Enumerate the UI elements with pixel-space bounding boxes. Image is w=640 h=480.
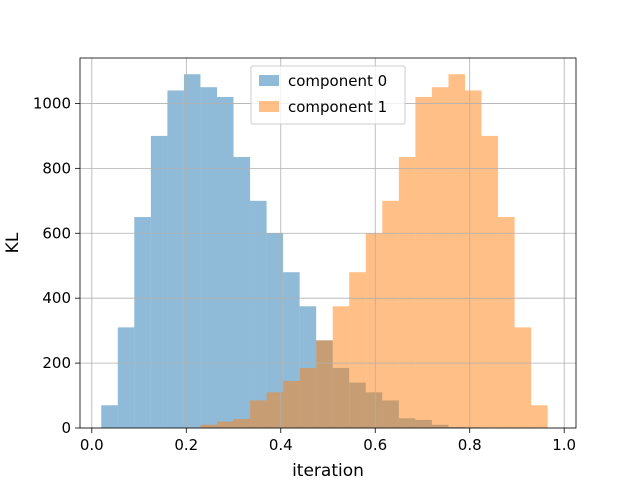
histogram-bar-s1-b9 xyxy=(349,272,366,428)
histogram-bar-s1-b5 xyxy=(283,380,300,428)
legend-box xyxy=(250,65,406,125)
axes-frame xyxy=(79,57,577,429)
x-axis-label: iteration xyxy=(292,461,364,480)
x-tick-label: 0.4 xyxy=(269,436,293,454)
histogram-bar-s1-b8 xyxy=(332,306,350,428)
histogram-bar-s1-b3 xyxy=(250,400,267,428)
histogram-bar-s0-b3 xyxy=(150,135,168,428)
legend-swatch-1 xyxy=(259,101,279,112)
y-tick-label: 1000 xyxy=(33,94,71,112)
histogram-bar-s1-b15 xyxy=(448,74,465,428)
x-tick-label: 0.6 xyxy=(363,436,387,454)
histogram-bar-s1-b6 xyxy=(299,367,317,428)
legend-swatch-0 xyxy=(259,75,279,86)
histogram-bar-s0-b4 xyxy=(167,90,184,429)
histogram-bar-s0-b5 xyxy=(183,74,201,428)
y-tick-label: 200 xyxy=(42,354,71,372)
histogram-bar-s1-b2 xyxy=(233,418,251,428)
histogram-bar-s1-b1 xyxy=(216,421,234,428)
histogram-bar-s0-b1 xyxy=(117,327,135,428)
x-tick-label: 0.8 xyxy=(458,436,482,454)
histogram-bar-s1-b10 xyxy=(365,233,383,428)
histogram-bar-s1-b0 xyxy=(200,424,217,428)
histogram-bar-s1-b19 xyxy=(514,327,532,428)
x-tick-label: 1.0 xyxy=(552,436,576,454)
histogram-bar-s0-b2 xyxy=(134,217,151,428)
legend-label-0: component 0 xyxy=(288,72,387,90)
legend-label-1: component 1 xyxy=(288,98,387,116)
y-tick-label: 0 xyxy=(61,419,71,437)
bars-layer xyxy=(101,74,548,429)
histogram-bar-s1-b17 xyxy=(481,135,499,428)
histogram-bar-s0-b0 xyxy=(101,405,118,428)
y-tick-label: 600 xyxy=(42,224,71,242)
ticks-layer: 0.0 0.2 0.4 0.6 0.8 1.0 0 200 400 600 800 1000 xyxy=(33,94,576,454)
histogram-bar-s0-b9 xyxy=(250,200,267,428)
histogram-bar-s1-b14 xyxy=(431,87,449,429)
histogram-bar-s0-b10 xyxy=(266,233,284,428)
histogram-bar-s1-b11 xyxy=(382,200,399,428)
legend: component 0 component 1 xyxy=(250,65,406,125)
y-tick-label: 800 xyxy=(42,159,71,177)
y-tick-label: 400 xyxy=(42,289,71,307)
histogram-bar-s1-b7 xyxy=(316,340,333,428)
x-tick-label: 0.0 xyxy=(80,436,104,454)
histogram-bar-s1-b20 xyxy=(531,405,548,428)
axes-layer xyxy=(79,57,577,429)
histogram-bar-s0-b6 xyxy=(200,87,217,429)
histogram-bar-s1-b16 xyxy=(464,90,482,429)
histogram-bar-s0-b8 xyxy=(233,156,251,429)
histogram-bar-s1-b12 xyxy=(398,156,416,429)
histogram-bar-s1-b13 xyxy=(415,96,432,428)
histogram-bar-s1-b4 xyxy=(266,392,284,428)
y-axis-label: KL xyxy=(3,232,23,253)
histogram-bar-s0-b7 xyxy=(216,96,234,428)
x-tick-label: 0.2 xyxy=(174,436,198,454)
histogram-bar-s1-b18 xyxy=(498,217,515,428)
